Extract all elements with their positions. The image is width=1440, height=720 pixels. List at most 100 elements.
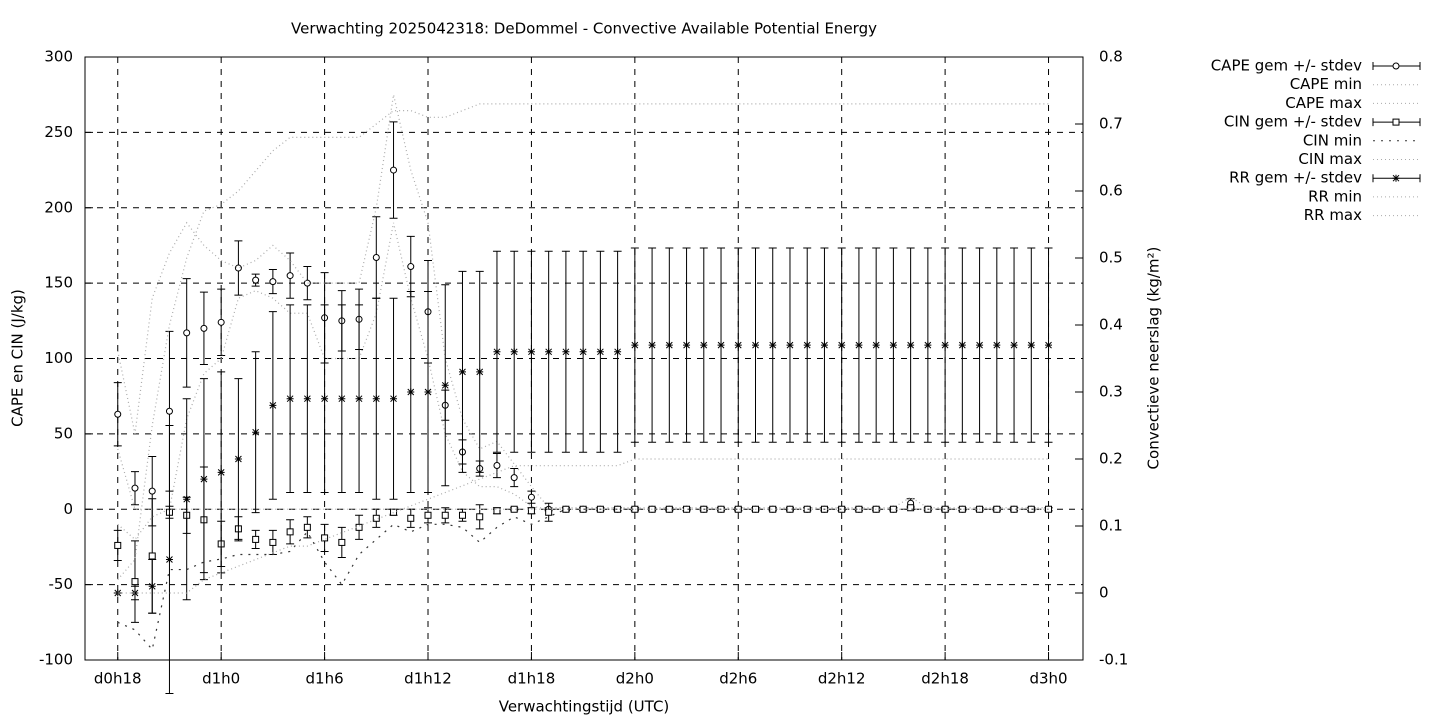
data-point — [303, 395, 311, 403]
chart-title: Verwachting 2025042318: DeDommel - Conve… — [291, 20, 877, 38]
data-point — [458, 368, 466, 376]
data-point — [993, 341, 1001, 349]
data-point — [803, 341, 811, 349]
data-point — [510, 474, 518, 482]
y2-tick-label: 0.5 — [1099, 249, 1123, 267]
data-point — [390, 395, 398, 403]
x-axis-label: Verwachtingstijd (UTC) — [499, 698, 670, 716]
x-tick-label: d0h18 — [94, 670, 142, 688]
data-point — [976, 341, 984, 349]
legend-label: CIN min — [1303, 131, 1362, 149]
data-point — [372, 514, 380, 522]
data-point — [476, 513, 484, 521]
data-point — [734, 341, 742, 349]
data-point — [148, 487, 156, 495]
series-line — [117, 458, 1049, 594]
data-point — [1010, 341, 1018, 349]
data-point — [752, 341, 760, 349]
data-point — [424, 511, 432, 519]
data-point — [889, 341, 897, 349]
legend-label: CAPE max — [1285, 94, 1362, 112]
legend-label: CAPE min — [1290, 75, 1362, 93]
legend-label: CIN max — [1298, 150, 1362, 168]
data-point — [286, 272, 294, 280]
x-tick-label: d3h0 — [1029, 670, 1067, 688]
data-point — [631, 341, 639, 349]
x-tick-label: d1h6 — [306, 670, 344, 688]
data-point — [596, 348, 604, 356]
data-point — [114, 410, 122, 418]
data-point — [338, 538, 346, 546]
data-point — [183, 329, 191, 337]
data-point — [562, 348, 570, 356]
series-line — [117, 222, 1049, 510]
data-point — [527, 348, 535, 356]
x-tick-label: d1h0 — [202, 670, 240, 688]
data-point — [769, 341, 777, 349]
data-point — [321, 534, 329, 542]
legend-marker — [1392, 174, 1400, 182]
data-point — [717, 341, 725, 349]
data-point — [200, 324, 208, 332]
data-point — [303, 279, 311, 287]
data-point — [372, 253, 380, 261]
series-line — [117, 94, 1049, 509]
data-point — [579, 348, 587, 356]
data-point — [407, 388, 415, 396]
data-point — [838, 505, 846, 513]
data-point — [941, 341, 949, 349]
y2-tick-label: -0.1 — [1099, 651, 1128, 669]
data-point — [545, 508, 553, 516]
data-point — [510, 505, 518, 513]
data-point — [924, 341, 932, 349]
legend-label: RR max — [1304, 206, 1362, 224]
data-point — [183, 495, 191, 503]
data-point — [855, 341, 863, 349]
y-tick-label: -50 — [49, 575, 74, 593]
data-point — [269, 278, 277, 286]
x-tick-label: d1h18 — [508, 670, 556, 688]
legend-label: CAPE gem +/- stdev — [1211, 57, 1362, 75]
data-point — [734, 505, 742, 513]
y2-tick-label: 0.4 — [1099, 316, 1123, 334]
y-tick-label: 300 — [44, 48, 73, 66]
data-point — [269, 401, 277, 409]
y2-tick-label: 0.1 — [1099, 517, 1123, 535]
data-point — [390, 508, 398, 516]
data-point — [303, 523, 311, 531]
data-point — [165, 556, 173, 563]
data-point — [907, 504, 915, 512]
legend-marker — [1392, 118, 1400, 126]
y2-tick-label: 0.7 — [1099, 115, 1123, 133]
x-tick-label: d1h12 — [404, 670, 452, 688]
data-point — [252, 276, 260, 284]
data-point — [441, 381, 449, 389]
data-point — [338, 395, 346, 403]
data-point — [1027, 505, 1035, 513]
data-point — [958, 341, 966, 349]
data-point — [476, 368, 484, 376]
data-point — [683, 341, 691, 349]
data-point — [114, 541, 122, 549]
data-point — [527, 493, 535, 501]
data-point — [286, 528, 294, 536]
data-point — [252, 428, 260, 436]
data-point — [527, 507, 535, 515]
data-point — [148, 582, 156, 590]
data-point — [217, 318, 225, 326]
data-point — [407, 514, 415, 522]
x-tick-label: d2h6 — [719, 670, 757, 688]
data-point — [200, 475, 208, 483]
y-tick-label: 100 — [44, 349, 73, 367]
data-point — [390, 166, 398, 174]
plot-border — [84, 56, 1084, 661]
legend-marker — [1392, 62, 1400, 70]
x-tick-label: d2h0 — [616, 670, 654, 688]
data-point — [1045, 341, 1053, 349]
y-tick-label: 250 — [44, 123, 73, 141]
data-point — [614, 505, 622, 513]
data-point — [872, 341, 880, 349]
data-point — [131, 578, 139, 586]
